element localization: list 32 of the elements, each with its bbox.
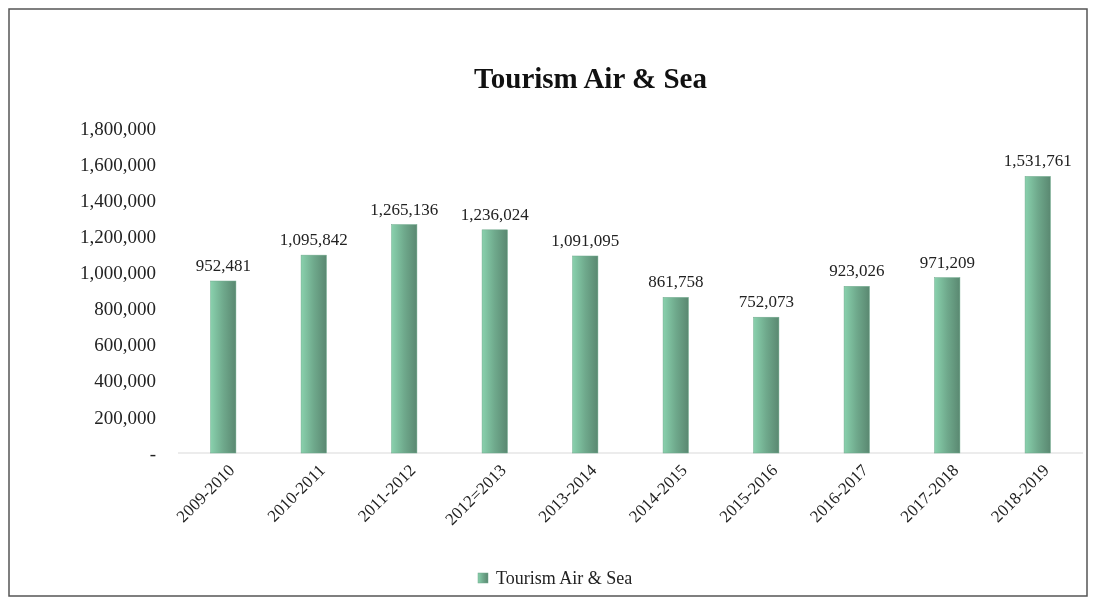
data-label: 1,091,095 (551, 231, 620, 250)
bar (934, 277, 961, 454)
bar (1024, 176, 1051, 454)
data-label: 1,531,761 (1003, 151, 1072, 171)
data-label: 752,073 (738, 292, 794, 312)
data-label: 1,095,842 (279, 230, 348, 250)
data-label: 971,209 (919, 252, 975, 272)
bar (481, 229, 508, 454)
data-label: 861,758 (648, 272, 704, 292)
y-tick-label: 1,200,000 (80, 225, 156, 247)
data-label: 923,026 (829, 261, 885, 281)
y-tick-label: 600,000 (94, 334, 156, 356)
bar (843, 286, 870, 454)
data-label: 1,236,024 (460, 204, 530, 224)
bar (662, 297, 689, 454)
y-tick-label: - (149, 442, 156, 464)
y-tick-label: 1,600,000 (80, 153, 156, 175)
data-label: 952,481 (195, 256, 251, 276)
chart-title: Tourism Air & Sea (474, 62, 708, 94)
y-tick-label: 1,400,000 (80, 189, 156, 211)
bar (572, 255, 599, 454)
y-tick-label: 800,000 (94, 298, 156, 320)
bar (300, 254, 327, 454)
bar (753, 316, 780, 454)
legend-label: Tourism Air & Sea (496, 568, 633, 589)
y-tick-label: 400,000 (94, 370, 156, 392)
y-tick-label: 1,800,000 (80, 117, 156, 139)
y-tick-label: 1,000,000 (80, 262, 156, 284)
bar (391, 224, 418, 454)
data-label: 1,265,136 (370, 199, 439, 219)
bar (210, 280, 237, 454)
y-tick-label: 200,000 (94, 406, 156, 428)
